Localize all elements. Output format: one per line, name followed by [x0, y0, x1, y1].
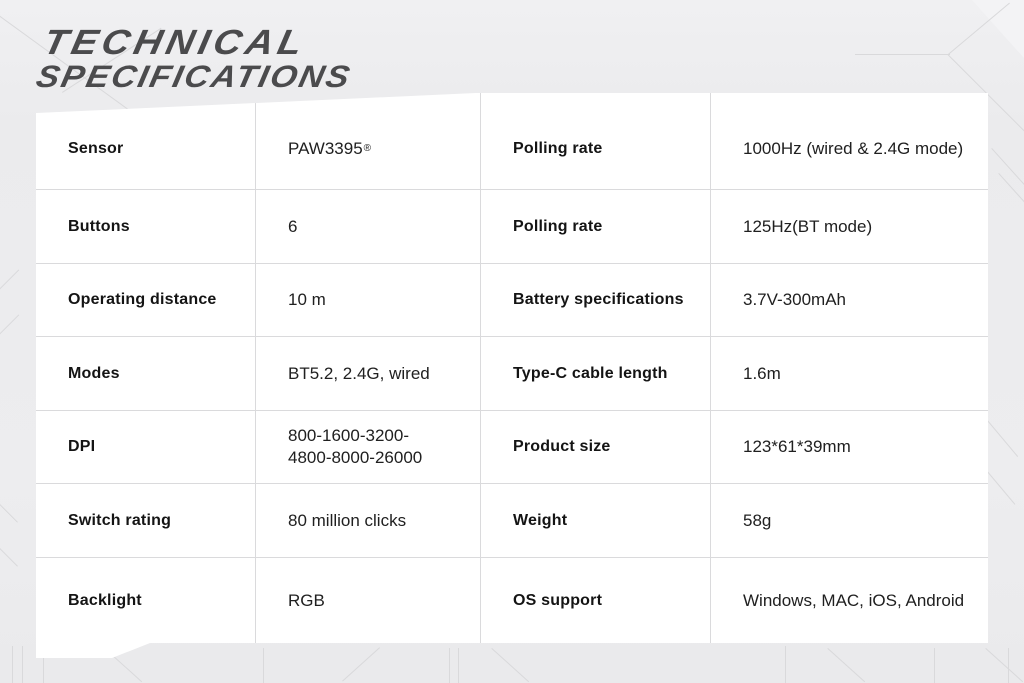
- page-title: TECHNICAL SPECIFICATIONS: [33, 23, 355, 94]
- spec-sheet: Sensor PAW3395 ® Polling rate 1000Hz (wir…: [36, 93, 988, 658]
- spec-label: OS support: [480, 557, 710, 643]
- bg-line: [934, 648, 935, 683]
- spec-label: Polling rate: [480, 189, 710, 263]
- spec-label: Product size: [480, 410, 710, 483]
- bg-line: [1008, 648, 1009, 683]
- spec-value: 1.6m: [710, 336, 988, 410]
- spec-value: PAW3395 ®: [255, 93, 480, 189]
- bg-line: [0, 269, 20, 303]
- spec-value: 10 m: [255, 263, 480, 336]
- spec-label: Buttons: [36, 189, 255, 263]
- spec-value: 58g: [710, 483, 988, 557]
- spec-value: 1000Hz (wired & 2.4G mode): [710, 93, 988, 189]
- bg-line: [22, 646, 23, 683]
- spec-value: 800-1600-3200- 4800-8000-26000: [255, 410, 480, 483]
- bg-line: [12, 646, 13, 683]
- title-line2: SPECIFICATIONS: [33, 59, 355, 94]
- bg-line: [0, 488, 18, 523]
- bg-line: [263, 648, 264, 683]
- title-line1: TECHNICAL: [39, 23, 311, 62]
- spec-label: DPI: [36, 410, 255, 483]
- bg-line: [458, 648, 459, 683]
- bg-line: [985, 418, 1019, 457]
- bg-line: [449, 648, 450, 683]
- spec-value: 125Hz(BT mode): [710, 189, 988, 263]
- bg-line: [0, 314, 20, 348]
- spec-value: RGB: [255, 557, 480, 643]
- spec-label: Type-C cable length: [480, 336, 710, 410]
- bg-line: [855, 54, 950, 55]
- bg-line: [0, 532, 18, 567]
- bg-panel: [0, 645, 1024, 683]
- bg-line: [785, 646, 786, 683]
- spec-label: Weight: [480, 483, 710, 557]
- spec-table: Sensor PAW3395 ® Polling rate 1000Hz (wir…: [36, 93, 988, 643]
- spec-label: Battery specifications: [480, 263, 710, 336]
- spec-label: Sensor: [68, 140, 124, 157]
- spec-value: BT5.2, 2.4G, wired: [255, 336, 480, 410]
- spec-value: 123*61*39mm: [710, 410, 988, 483]
- spec-value: 3.7V-300mAh: [710, 263, 988, 336]
- spec-value-text: PAW3395: [288, 139, 363, 158]
- spec-value: 80 million clicks: [255, 483, 480, 557]
- spec-value: 6: [255, 189, 480, 263]
- spec-label: Polling rate: [480, 93, 710, 189]
- spec-label: Backlight: [36, 557, 255, 643]
- registered-mark: ®: [363, 143, 372, 154]
- spec-label: Switch rating: [36, 483, 255, 557]
- spec-label: Modes: [36, 336, 255, 410]
- bg-line: [43, 652, 44, 683]
- spec-value: Windows, MAC, iOS, Android: [710, 557, 988, 643]
- spec-label: Operating distance: [36, 263, 255, 336]
